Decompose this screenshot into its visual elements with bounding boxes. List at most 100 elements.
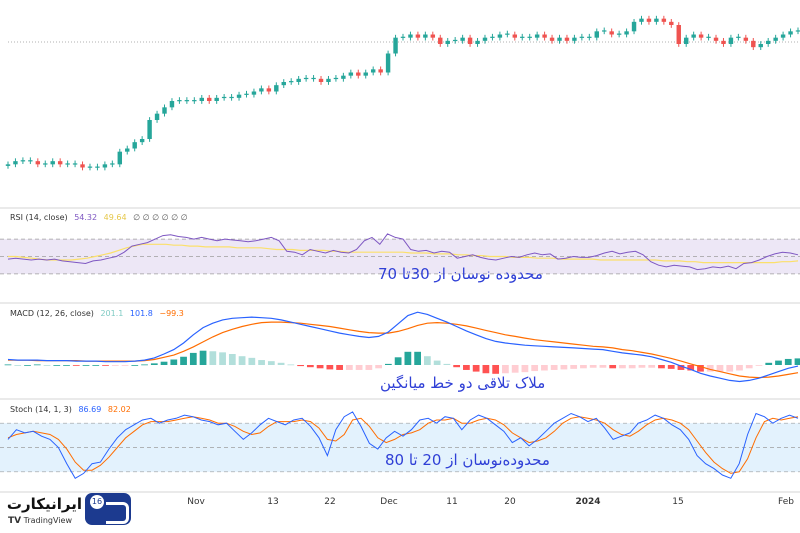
candle <box>765 40 771 44</box>
macd-histogram-bar <box>53 365 61 366</box>
macd-histogram-bar <box>92 365 100 366</box>
brand-name: ایرانیکارت <box>6 495 82 513</box>
macd-histogram-bar <box>550 365 558 370</box>
x-tick: 22 <box>324 497 336 507</box>
x-tick: Dec <box>380 497 398 507</box>
candle <box>564 37 570 41</box>
macd-histogram-bar <box>121 365 129 366</box>
candle <box>683 37 689 44</box>
candle <box>534 34 540 38</box>
rsi-label: RSI (14, close) <box>10 213 68 222</box>
candle <box>356 72 361 76</box>
candle <box>423 34 428 38</box>
candle <box>572 37 577 41</box>
candle <box>28 160 33 162</box>
macd-histogram-bar <box>716 365 724 372</box>
candle <box>296 78 301 82</box>
macd-histogram-bar <box>189 352 197 365</box>
macd-histogram-bar <box>170 359 178 365</box>
macd-histogram-bar <box>82 365 90 366</box>
brand-logo[interactable]: 16 ایرانیکارت TV TradingView <box>6 492 136 530</box>
macd-histogram-bar <box>453 365 461 368</box>
candle <box>333 77 339 80</box>
macd-histogram-bar <box>726 365 734 372</box>
candle <box>311 77 316 80</box>
macd-histogram-bar <box>697 365 704 372</box>
candle <box>557 37 562 41</box>
macd-histogram-bar <box>638 365 646 368</box>
candle <box>728 37 734 44</box>
stoch-k-line <box>7 411 799 479</box>
macd-histogram-bar <box>433 360 441 365</box>
macd-histogram-bar <box>580 365 587 369</box>
rsi-legend[interactable]: RSI (14, close) 54.32 49.64 ∅ ∅ ∅ ∅ ∅ ∅ <box>10 213 188 222</box>
candle <box>57 161 63 165</box>
macd-histogram-bar <box>648 365 656 368</box>
candle <box>691 34 696 38</box>
macd-histogram-bar <box>502 365 509 374</box>
macd-legend[interactable]: MACD (12, 26, close) 201.1 101.8 −99.3 <box>10 309 184 318</box>
candle <box>587 36 592 38</box>
candle <box>512 34 518 38</box>
candle <box>266 88 272 92</box>
candle <box>214 97 219 101</box>
candle <box>288 81 294 83</box>
candle <box>400 36 406 38</box>
candle <box>303 77 309 80</box>
candle <box>363 72 368 76</box>
stoch-note: محدوده‌نوسان از 20 تا 80 <box>385 451 550 469</box>
candle <box>95 166 100 168</box>
x-tick: 20 <box>504 497 516 507</box>
candle <box>72 163 78 165</box>
macd-histogram-bar <box>316 365 324 369</box>
candle <box>117 151 123 165</box>
macd-histogram-bar <box>345 365 353 370</box>
macd-histogram-bar <box>404 351 412 365</box>
macd-histogram-bar <box>609 365 617 369</box>
stoch-legend[interactable]: Stoch (14, 1, 3) 86.69 82.02 <box>10 405 131 414</box>
macd-line <box>7 311 799 383</box>
candle <box>542 34 547 38</box>
candle <box>527 36 532 38</box>
macd-label: MACD (12, 26, close) <box>10 309 94 318</box>
candle <box>326 78 331 82</box>
candle <box>192 100 197 102</box>
candle <box>87 166 93 168</box>
candle <box>505 33 510 35</box>
macd-histogram-bar <box>784 358 792 365</box>
macd-histogram-bar <box>472 365 480 372</box>
candle <box>676 25 681 44</box>
candle <box>154 113 160 120</box>
candle <box>378 69 383 73</box>
candle <box>184 100 190 102</box>
card-icon <box>106 502 129 524</box>
macd-histogram-bar <box>365 365 373 370</box>
candle <box>698 34 704 38</box>
macd-histogram-bar <box>745 365 753 369</box>
stoch-panel <box>0 411 800 479</box>
macd-histogram-bar <box>111 365 119 366</box>
macd-histogram-bar <box>160 361 168 365</box>
candle <box>229 96 234 99</box>
candle <box>758 44 763 48</box>
x-tick: Nov <box>187 497 205 507</box>
macd-histogram-bar <box>667 365 675 369</box>
macd-histogram-bar <box>131 365 139 366</box>
candle <box>609 31 614 35</box>
candle <box>631 21 637 32</box>
candle <box>743 37 749 41</box>
macd-histogram-bar <box>228 354 236 365</box>
macd-histogram-bar <box>492 365 500 374</box>
candle <box>65 163 70 165</box>
macd-histogram-bar <box>706 365 714 372</box>
candle <box>490 36 495 38</box>
macd-histogram-bar <box>765 362 773 365</box>
candle <box>139 139 145 143</box>
macd-histogram-bar <box>794 358 800 365</box>
candle <box>177 100 182 102</box>
candle <box>475 40 480 44</box>
candle <box>5 164 11 166</box>
macd-histogram-bar <box>414 351 422 365</box>
macd-histogram-bar <box>541 365 548 371</box>
